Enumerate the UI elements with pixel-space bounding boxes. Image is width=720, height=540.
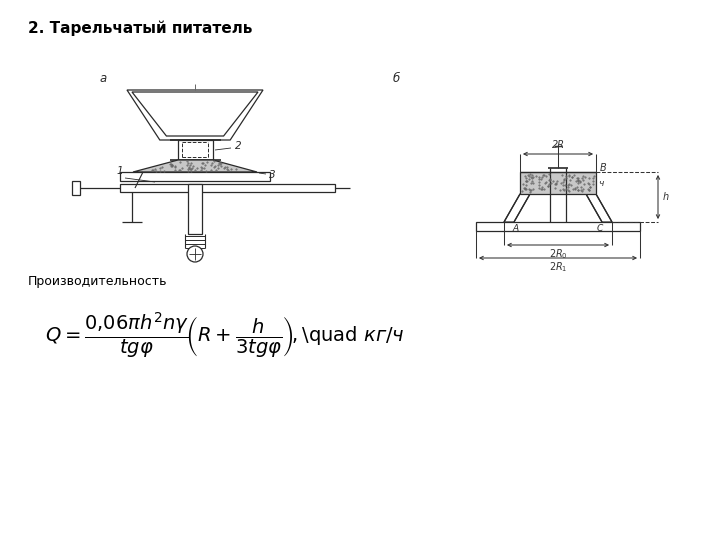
Polygon shape xyxy=(120,172,270,181)
Polygon shape xyxy=(520,172,596,194)
Polygon shape xyxy=(504,194,530,222)
Circle shape xyxy=(187,246,203,262)
Polygon shape xyxy=(127,90,263,140)
Text: $Q = \dfrac{0{,}06\pi h^2 n\gamma}{tg\varphi}\!\left(R + \dfrac{h}{3tg\varphi}\r: $Q = \dfrac{0{,}06\pi h^2 n\gamma}{tg\va… xyxy=(45,310,405,360)
Text: а: а xyxy=(100,72,107,85)
Text: б: б xyxy=(393,72,400,85)
Polygon shape xyxy=(586,194,612,222)
Text: ч: ч xyxy=(598,179,603,187)
Text: 2. Тарельчатый питатель: 2. Тарельчатый питатель xyxy=(28,20,253,36)
Text: h: h xyxy=(663,192,669,202)
Text: $2R_1$: $2R_1$ xyxy=(549,260,567,274)
Polygon shape xyxy=(178,140,213,160)
Text: A: A xyxy=(513,224,519,233)
Polygon shape xyxy=(120,184,335,192)
Text: 3: 3 xyxy=(269,170,276,180)
Text: B: B xyxy=(600,163,607,173)
Text: C: C xyxy=(597,224,603,233)
Text: 2R: 2R xyxy=(552,140,564,150)
Text: 1: 1 xyxy=(117,166,123,176)
Polygon shape xyxy=(132,92,258,136)
Text: 2: 2 xyxy=(235,141,242,151)
Polygon shape xyxy=(188,184,202,234)
Text: $2R_0$: $2R_0$ xyxy=(549,247,567,261)
Polygon shape xyxy=(72,181,80,195)
Polygon shape xyxy=(476,222,640,231)
Polygon shape xyxy=(133,160,257,172)
Text: Производительность: Производительность xyxy=(28,275,168,288)
